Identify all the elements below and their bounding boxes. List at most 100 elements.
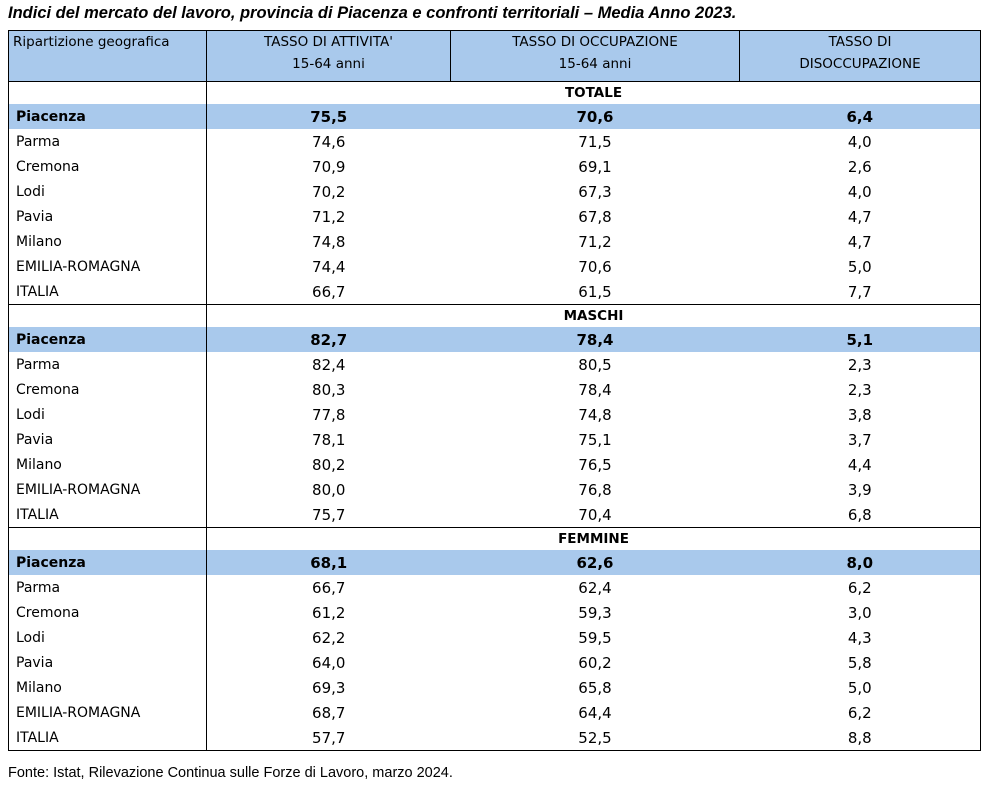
activity-rate-cell: 75,7 bbox=[206, 502, 451, 528]
table-row: Milano 80,2 76,5 4,4 bbox=[8, 452, 981, 477]
header-employment-line1: TASSO DI OCCUPAZIONE bbox=[512, 34, 678, 50]
unemployment-rate-cell: 5,1 bbox=[739, 327, 981, 352]
area-cell: Cremona bbox=[8, 600, 207, 625]
section-row: TOTALE bbox=[8, 81, 981, 104]
table-row: Cremona 80,3 78,4 2,3 bbox=[8, 377, 981, 402]
unemployment-rate-cell: 3,7 bbox=[739, 427, 981, 452]
area-cell: Milano bbox=[8, 675, 207, 700]
area-cell: Piacenza bbox=[8, 327, 207, 352]
employment-rate-cell: 67,3 bbox=[578, 182, 612, 201]
employment-rate-cell: 65,8 bbox=[578, 678, 612, 697]
employment-rate-cell: 62,4 bbox=[578, 578, 612, 597]
employment-rate-cell: 78,4 bbox=[450, 327, 740, 352]
activity-rate-cell: 70,9 bbox=[312, 157, 346, 176]
unemployment-rate-cell: 8,8 bbox=[739, 725, 981, 751]
employment-rate-cell: 60,2 bbox=[578, 653, 612, 672]
header-unemployment-rate: TASSO DI DISOCCUPAZIONE bbox=[739, 30, 981, 82]
header-activity-line1: TASSO DI ATTIVITA' bbox=[264, 34, 393, 50]
activity-rate-cell: 80,3 bbox=[312, 380, 346, 399]
area-cell: Parma bbox=[8, 352, 207, 377]
unemployment-rate-cell: 4,3 bbox=[739, 625, 981, 650]
unemployment-rate-cell: 8,0 bbox=[739, 550, 981, 575]
area-cell: Milano bbox=[8, 452, 207, 477]
employment-rate-cell: 76,5 bbox=[578, 455, 612, 474]
unemployment-rate-cell: 7,7 bbox=[739, 279, 981, 305]
employment-rate-cell: 67,8 bbox=[578, 207, 612, 226]
table-row: Parma 66,7 62,4 6,2 bbox=[8, 575, 981, 600]
activity-rate-cell: 57,7 bbox=[206, 725, 451, 751]
activity-rate-cell: 82,7 bbox=[206, 327, 451, 352]
area-cell: Parma bbox=[8, 129, 207, 154]
area-cell: Cremona bbox=[8, 377, 207, 402]
table-row: Lodi 70,2 67,3 4,0 bbox=[8, 179, 981, 204]
table-row: ITALIA 66,7 61,5 7,7 bbox=[8, 279, 981, 305]
section-spacer bbox=[8, 527, 207, 550]
unemployment-rate-cell: 4,7 bbox=[739, 204, 981, 229]
employment-rate-cell: 71,2 bbox=[578, 232, 612, 251]
area-cell: Cremona bbox=[8, 154, 207, 179]
unemployment-rate-cell: 5,0 bbox=[739, 675, 981, 700]
unemployment-rate-cell: 6,2 bbox=[739, 575, 981, 600]
employment-rate-cell: 69,1 bbox=[578, 157, 612, 176]
activity-rate-cell: 74,6 bbox=[312, 132, 346, 151]
unemployment-rate-cell: 3,9 bbox=[739, 477, 981, 502]
unemployment-rate-cell: 2,3 bbox=[739, 377, 981, 402]
activity-rate-cell: 68,1 bbox=[206, 550, 451, 575]
area-cell: ITALIA bbox=[8, 725, 207, 751]
unemployment-rate-cell: 2,6 bbox=[739, 154, 981, 179]
employment-rate-cell: 75,1 bbox=[578, 430, 612, 449]
employment-rate-cell: 71,5 bbox=[578, 132, 612, 151]
header-employment-line2: 15-64 anni bbox=[558, 56, 632, 72]
area-cell: EMILIA-ROMAGNA bbox=[8, 477, 207, 502]
table-row: Piacenza 68,1 62,6 8,0 bbox=[8, 550, 981, 575]
section-label: MASCHI bbox=[206, 304, 981, 327]
labour-market-table: Ripartizione geografica TASSO DI ATTIVIT… bbox=[8, 30, 981, 751]
activity-rate-cell: 66,7 bbox=[206, 279, 451, 305]
unemployment-rate-cell: 5,8 bbox=[739, 650, 981, 675]
activity-rate-cell: 61,2 bbox=[312, 603, 346, 622]
header-employment-rate: TASSO DI OCCUPAZIONE 15-64 anni bbox=[450, 30, 740, 82]
activity-rate-cell: 64,0 bbox=[312, 653, 346, 672]
table-row: Cremona 61,2 59,3 3,0 bbox=[8, 600, 981, 625]
activity-rate-cell: 66,7 bbox=[312, 578, 346, 597]
table-row: EMILIA-ROMAGNA 74,4 70,6 5,0 bbox=[8, 254, 981, 279]
table-row: Parma 82,4 80,5 2,3 bbox=[8, 352, 981, 377]
employment-rate-cell: 59,5 bbox=[578, 628, 612, 647]
employment-rate-cell: 64,4 bbox=[578, 703, 612, 722]
unemployment-rate-cell: 4,0 bbox=[739, 129, 981, 154]
activity-rate-cell: 78,1 bbox=[312, 430, 346, 449]
area-cell: Pavia bbox=[8, 650, 207, 675]
area-cell: Pavia bbox=[8, 204, 207, 229]
area-cell: Piacenza bbox=[8, 104, 207, 129]
employment-rate-cell: 59,3 bbox=[578, 603, 612, 622]
header-area: Ripartizione geografica bbox=[8, 30, 207, 82]
employment-rate-cell: 70,4 bbox=[450, 502, 740, 528]
unemployment-rate-cell: 4,0 bbox=[739, 179, 981, 204]
employment-rate-cell: 70,6 bbox=[450, 104, 740, 129]
activity-rate-cell: 77,8 bbox=[312, 405, 346, 424]
table-header: Ripartizione geografica TASSO DI ATTIVIT… bbox=[8, 30, 981, 82]
employment-rate-cell: 74,8 bbox=[578, 405, 612, 424]
area-cell: Parma bbox=[8, 575, 207, 600]
table-row: Piacenza 75,5 70,6 6,4 bbox=[8, 104, 981, 129]
section-spacer bbox=[8, 304, 207, 327]
table-row: Pavia 78,1 75,1 3,7 bbox=[8, 427, 981, 452]
employment-rate-cell: 80,5 bbox=[578, 355, 612, 374]
table-title: Indici del mercato del lavoro, provincia… bbox=[8, 4, 737, 22]
unemployment-rate-cell: 4,4 bbox=[739, 452, 981, 477]
activity-rate-cell: 82,4 bbox=[312, 355, 346, 374]
section-label: TOTALE bbox=[206, 81, 981, 104]
activity-rate-cell: 80,0 bbox=[312, 480, 346, 499]
area-cell: EMILIA-ROMAGNA bbox=[8, 700, 207, 725]
header-unemployment-line2: DISOCCUPAZIONE bbox=[799, 56, 921, 72]
table-row: Cremona 70,9 69,1 2,6 bbox=[8, 154, 981, 179]
activity-rate-cell: 68,7 bbox=[312, 703, 346, 722]
activity-rate-cell: 62,2 bbox=[312, 628, 346, 647]
table-row: EMILIA-ROMAGNA 68,7 64,4 6,2 bbox=[8, 700, 981, 725]
unemployment-rate-cell: 6,2 bbox=[739, 700, 981, 725]
activity-rate-cell: 74,4 bbox=[312, 257, 346, 276]
table-row: ITALIA 57,7 52,5 8,8 bbox=[8, 725, 981, 751]
section-label: FEMMINE bbox=[206, 527, 981, 550]
table-row: Piacenza 82,7 78,4 5,1 bbox=[8, 327, 981, 352]
area-cell: ITALIA bbox=[8, 279, 207, 305]
